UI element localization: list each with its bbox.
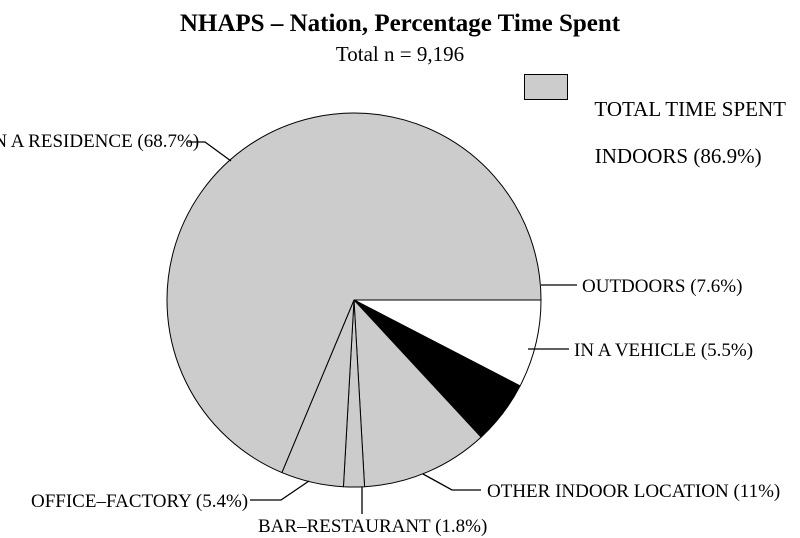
label-outdoors: OUTDOORS (7.6%) — [582, 276, 742, 298]
label-residence: IN A RESIDENCE (68.7%) — [0, 131, 199, 153]
leader-other_indoor — [423, 474, 481, 490]
label-bar: BAR–RESTAURANT (1.8%) — [258, 516, 487, 538]
pie-chart — [0, 0, 800, 534]
leader-office — [250, 481, 309, 500]
label-other_indoor: OTHER INDOOR LOCATION (11%) — [487, 481, 780, 503]
label-office: OFFICE–FACTORY (5.4%) — [31, 491, 248, 513]
label-vehicle: IN A VEHICLE (5.5%) — [574, 340, 753, 362]
